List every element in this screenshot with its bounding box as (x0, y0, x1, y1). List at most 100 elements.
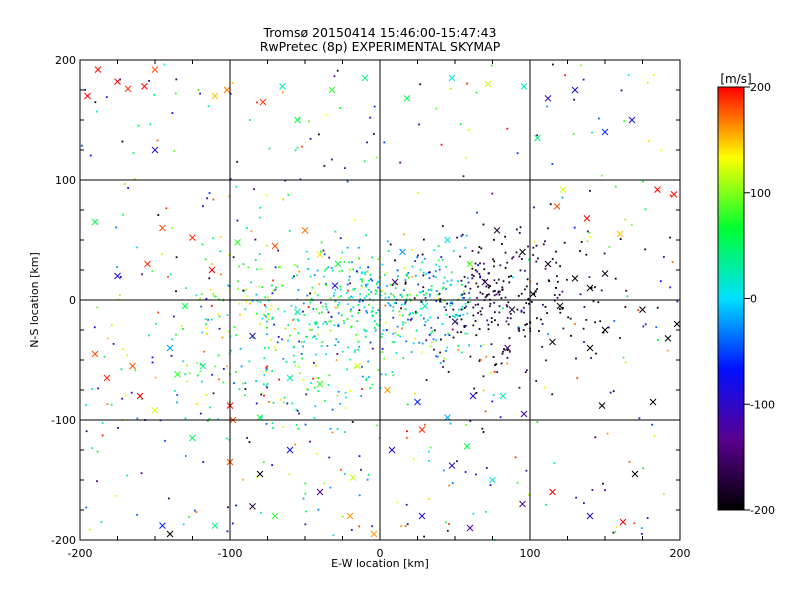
data-dot (182, 523, 185, 526)
data-dot (202, 461, 205, 463)
data-dot (481, 293, 484, 295)
data-dot (386, 285, 388, 287)
data-x-marker (388, 446, 396, 454)
data-x-marker (124, 85, 132, 93)
data-dot (322, 322, 325, 325)
data-dot (494, 311, 496, 314)
data-dot (324, 282, 327, 285)
data-dot (445, 309, 447, 311)
data-dot (350, 326, 352, 329)
data-dot (514, 456, 517, 459)
data-dot (259, 206, 262, 209)
data-x-marker (144, 260, 151, 268)
data-dot (640, 527, 643, 529)
data-x-marker (331, 282, 339, 289)
data-x-marker (159, 224, 166, 232)
data-dot (450, 283, 453, 286)
data-dot (392, 332, 394, 335)
data-x-marker (556, 302, 564, 310)
data-dot (414, 260, 417, 262)
data-dot (475, 334, 478, 337)
data-dot (669, 194, 672, 197)
data-dot (233, 382, 235, 384)
data-dot (317, 326, 319, 329)
data-x-marker (418, 512, 426, 520)
data-dot (423, 294, 425, 296)
data-dot (316, 269, 319, 272)
y-tick-label: 200 (55, 54, 76, 67)
data-dot (448, 484, 451, 487)
data-dot (552, 63, 554, 66)
data-dot (303, 314, 306, 316)
data-dot (493, 265, 495, 268)
data-dot (561, 196, 564, 199)
data-dot (217, 313, 220, 315)
data-dot (502, 307, 504, 310)
data-dot (518, 255, 521, 258)
data-dot (358, 525, 361, 528)
data-dot (365, 379, 367, 381)
data-dot (396, 269, 399, 272)
data-dot (260, 511, 262, 514)
data-dot (439, 362, 442, 364)
data-dot (403, 267, 406, 270)
data-dot (507, 323, 510, 326)
data-dot (309, 138, 312, 140)
data-x-marker (91, 218, 99, 226)
data-dot (286, 402, 289, 405)
data-dot (476, 211, 478, 214)
data-dot (472, 314, 475, 317)
data-dot (244, 382, 247, 384)
data-dot (466, 82, 468, 85)
data-dot (245, 288, 248, 291)
data-dot (389, 243, 392, 246)
data-dot (137, 124, 140, 127)
data-x-marker (544, 95, 552, 102)
data-dot (508, 275, 510, 278)
data-dot (377, 369, 380, 372)
data-dot (270, 284, 273, 287)
data-dot (607, 326, 610, 329)
data-dot (361, 286, 364, 289)
data-dot (353, 219, 356, 222)
data-dot (475, 282, 478, 285)
data-dot (235, 371, 237, 373)
data-dot (122, 213, 124, 216)
data-dot (487, 272, 490, 275)
data-dot (442, 469, 445, 472)
data-dot (479, 359, 482, 361)
data-dot (312, 308, 315, 310)
data-dot (205, 323, 207, 326)
data-dot (464, 325, 467, 327)
data-dot (528, 302, 530, 305)
data-x-marker (469, 392, 477, 400)
data-dot (494, 319, 496, 322)
data-dot (405, 340, 408, 343)
data-dot (261, 317, 264, 320)
data-dot (222, 381, 225, 384)
data-dot (461, 351, 463, 354)
data-dot (293, 327, 296, 330)
data-dot (288, 230, 291, 232)
data-dot (651, 423, 654, 426)
data-dot (171, 338, 174, 341)
data-dot (308, 323, 311, 326)
data-x-marker (199, 362, 207, 370)
data-dot (283, 310, 286, 313)
data-dot (96, 306, 99, 309)
data-dot (498, 305, 501, 308)
data-dot (509, 317, 512, 320)
data-dot (451, 302, 454, 305)
data-dot (247, 266, 250, 269)
data-dot (248, 360, 251, 363)
data-dot (202, 363, 205, 366)
data-dot (242, 263, 245, 265)
data-dot (114, 494, 117, 497)
data-dot (91, 388, 94, 390)
data-dot (425, 379, 428, 381)
colorbar: [m/s] 200 100 0 -100 -200 (717, 72, 775, 517)
data-dot (445, 521, 447, 524)
data-dot (609, 391, 612, 394)
data-dot (206, 197, 208, 200)
data-dot (367, 293, 370, 296)
